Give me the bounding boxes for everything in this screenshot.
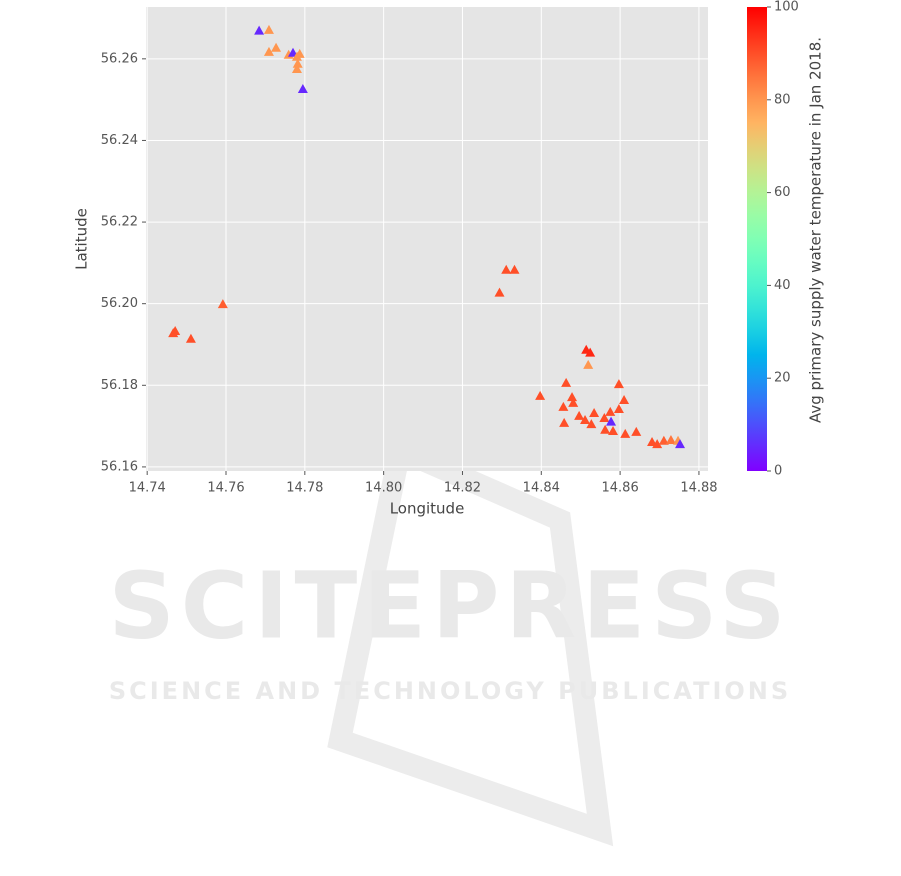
point [297,84,308,94]
point [574,410,585,420]
point [589,408,600,418]
point [647,437,658,447]
point [294,48,305,58]
point [535,390,546,400]
x-tick-label: 14.80 [365,481,402,496]
point [494,287,505,297]
point [263,24,274,34]
colorbar-tick-label: 80 [774,92,791,107]
x-tick-label: 14.84 [523,481,560,496]
point [606,416,617,426]
point [509,264,520,274]
x-tick-label: 14.82 [444,481,481,496]
point [605,406,616,416]
x-axis-label: Longitude [390,500,465,518]
colorbar-tick-label: 40 [774,278,791,293]
colorbar-tick-label: 100 [774,0,799,15]
x-tick-label: 14.86 [602,481,639,496]
y-tick-label: 56.16 [101,459,138,474]
y-tick-label: 56.20 [101,296,138,311]
y-tick-label: 56.26 [101,51,138,66]
point [620,428,631,438]
point [599,412,610,422]
point [567,392,578,402]
point [263,46,274,56]
y-tick-label: 56.22 [101,215,138,230]
x-tick-label: 14.88 [680,481,717,496]
colorbar-tick-label: 0 [774,464,782,479]
watermark-title: SCITEPRESS [108,552,791,659]
x-tick-label: 14.76 [207,481,244,496]
point [561,377,572,387]
y-axis-label: Latitude [73,208,91,270]
plot-area [146,7,708,471]
point [585,347,596,357]
point [583,359,594,369]
point [665,434,676,444]
point [619,394,630,404]
point [559,417,570,427]
point [580,414,591,424]
point [658,435,669,445]
colorbar-label: Avg primary supply water temperature in … [807,37,825,423]
point [185,333,196,343]
point [558,401,569,411]
point [613,403,624,413]
watermark-logo [327,434,614,847]
point [291,64,302,74]
point [652,439,663,449]
point [613,379,624,389]
colorbar-tick-label: 60 [774,185,791,200]
point [501,264,512,274]
point [254,25,265,35]
point [608,426,619,436]
x-tick-label: 14.78 [286,481,323,496]
point [568,397,579,407]
point [631,426,642,436]
colorbar [747,7,767,471]
watermark-subtitle: SCIENCE AND TECHNOLOGY PUBLICATIONS [109,677,791,705]
point [292,58,303,68]
watermark: SCITEPRESS SCIENCE AND TECHNOLOGY PUBLIC… [108,434,791,847]
point [675,439,686,449]
point [217,299,228,309]
y-tick-label: 56.18 [101,378,138,393]
point [586,419,597,429]
x-tick-label: 14.74 [129,481,166,496]
point [168,328,179,338]
point [271,42,282,52]
point [600,424,611,434]
colorbar-tick-label: 20 [774,371,791,386]
y-tick-label: 56.24 [101,133,138,148]
